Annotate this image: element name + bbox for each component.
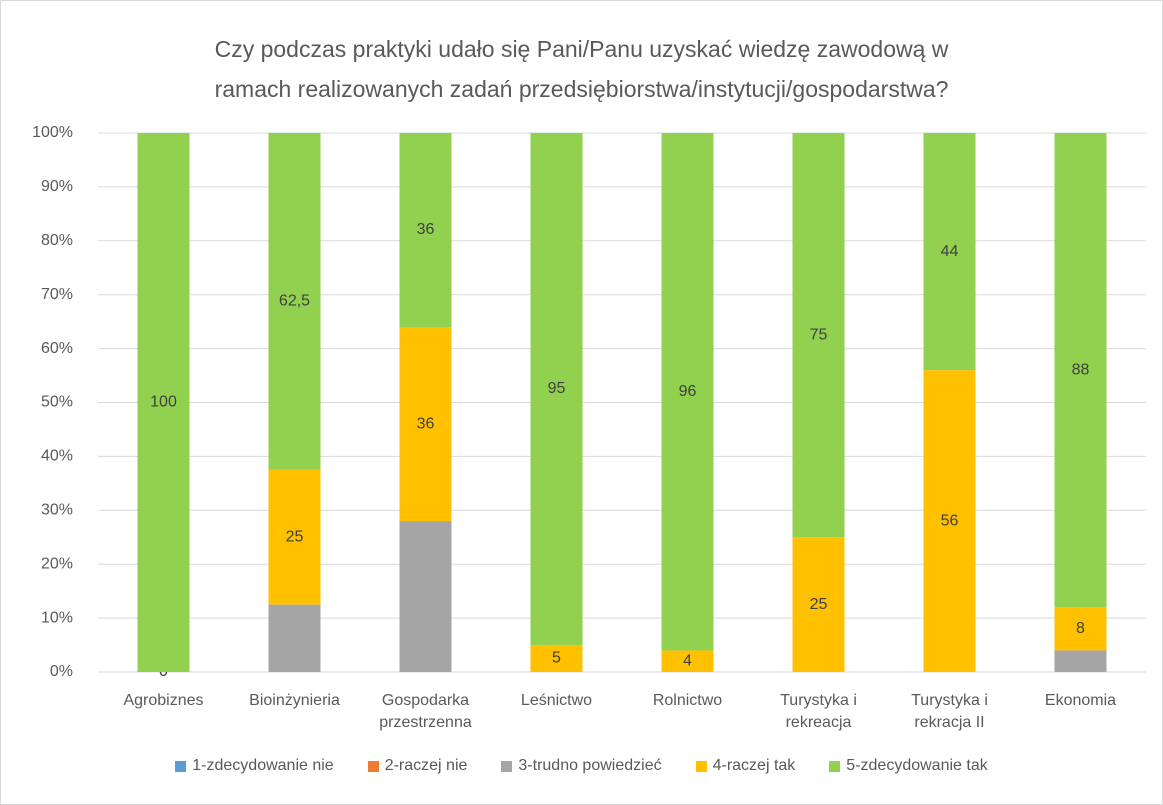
legend-item: 4-raczej tak [695, 757, 796, 775]
bar-segment [923, 133, 976, 371]
data-label: 56 [941, 512, 959, 529]
data-label: 62,5 [279, 293, 310, 310]
bar-segment [399, 133, 452, 328]
bar-segment [530, 645, 583, 672]
bar-segment [1054, 133, 1107, 608]
x-tick-label: Bioinżynieria [249, 692, 340, 709]
legend-item: 3-trudno powiedzieć [501, 757, 662, 775]
bar-segment [268, 469, 321, 605]
legend-swatch [829, 760, 841, 772]
x-tick-label: Turystyka i rekreacja [780, 692, 857, 731]
y-tick-label: 70% [41, 286, 73, 303]
data-label: 25 [810, 596, 828, 613]
bar-segment [923, 370, 976, 672]
legend-item: 1-zdecydowanie nie [175, 757, 334, 775]
y-tick-label: 10% [41, 609, 73, 626]
bar-segment [268, 133, 321, 470]
y-tick-label: 20% [41, 555, 73, 572]
legend-swatch [695, 760, 707, 772]
x-tick-label: Leśnictwo [520, 692, 593, 709]
data-label: 100 [150, 394, 177, 411]
y-tick-label: 30% [41, 502, 73, 519]
bar-segment [661, 133, 714, 651]
data-label: 4 [683, 652, 692, 669]
y-tick-label: 60% [41, 340, 73, 357]
legend-label: 4-raczej tak [712, 757, 796, 774]
bar-segment [268, 604, 321, 672]
y-tick-label: 80% [41, 232, 73, 249]
bar-segment [399, 521, 452, 672]
bar-segment [1054, 650, 1107, 672]
data-label: 25 [286, 528, 304, 545]
legend-swatch [501, 760, 513, 772]
data-label: 8 [1076, 620, 1085, 637]
legend-item: 5-zdecydowanie tak [829, 757, 988, 775]
bar-segment [792, 133, 845, 538]
y-tick-label: 0% [50, 663, 73, 680]
data-label: 44 [941, 243, 959, 260]
legend-label: 2-raczej nie [384, 757, 468, 774]
data-label: 36 [417, 221, 435, 238]
y-tick-label: 50% [41, 394, 73, 411]
legend-label: 3-trudno powiedzieć [518, 757, 662, 774]
x-tick-label: Rolnictwo [652, 692, 723, 709]
x-tick-label: Ekonomia [1044, 692, 1117, 709]
x-tick-label: Agrobiznes [123, 692, 204, 709]
y-tick-label: 90% [41, 178, 73, 195]
bar-segment [792, 537, 845, 672]
x-tick-label: Gospodarka przestrzenna [379, 692, 472, 731]
bar-segment [1054, 607, 1107, 651]
legend-swatch [367, 760, 379, 772]
data-label: 75 [810, 326, 828, 343]
chart-title: Czy podczas praktyki udało się Pani/Panu… [214, 36, 949, 102]
bar-segment [137, 133, 190, 672]
data-label: 88 [1072, 361, 1090, 378]
bar-segment [399, 327, 452, 522]
legend: 1-zdecydowanie nie 2-raczej nie 3-trudno p… [1, 757, 1162, 775]
legend-label: 1-zdecydowanie nie [192, 757, 334, 774]
bar-segment [530, 133, 583, 646]
data-label: 5 [552, 650, 561, 667]
legend-label: 5-zdecydowanie tak [846, 757, 988, 774]
data-label: 36 [417, 415, 435, 432]
legend-swatch [175, 760, 187, 772]
legend-item: 2-raczej nie [367, 757, 468, 775]
data-label: 96 [679, 383, 697, 400]
y-tick-label: 40% [41, 448, 73, 465]
y-tick-label: 100% [32, 124, 73, 141]
x-tick-label: Turystyka i rekracja II [911, 692, 988, 731]
bar-segment [661, 650, 714, 672]
data-label: 95 [548, 380, 566, 397]
